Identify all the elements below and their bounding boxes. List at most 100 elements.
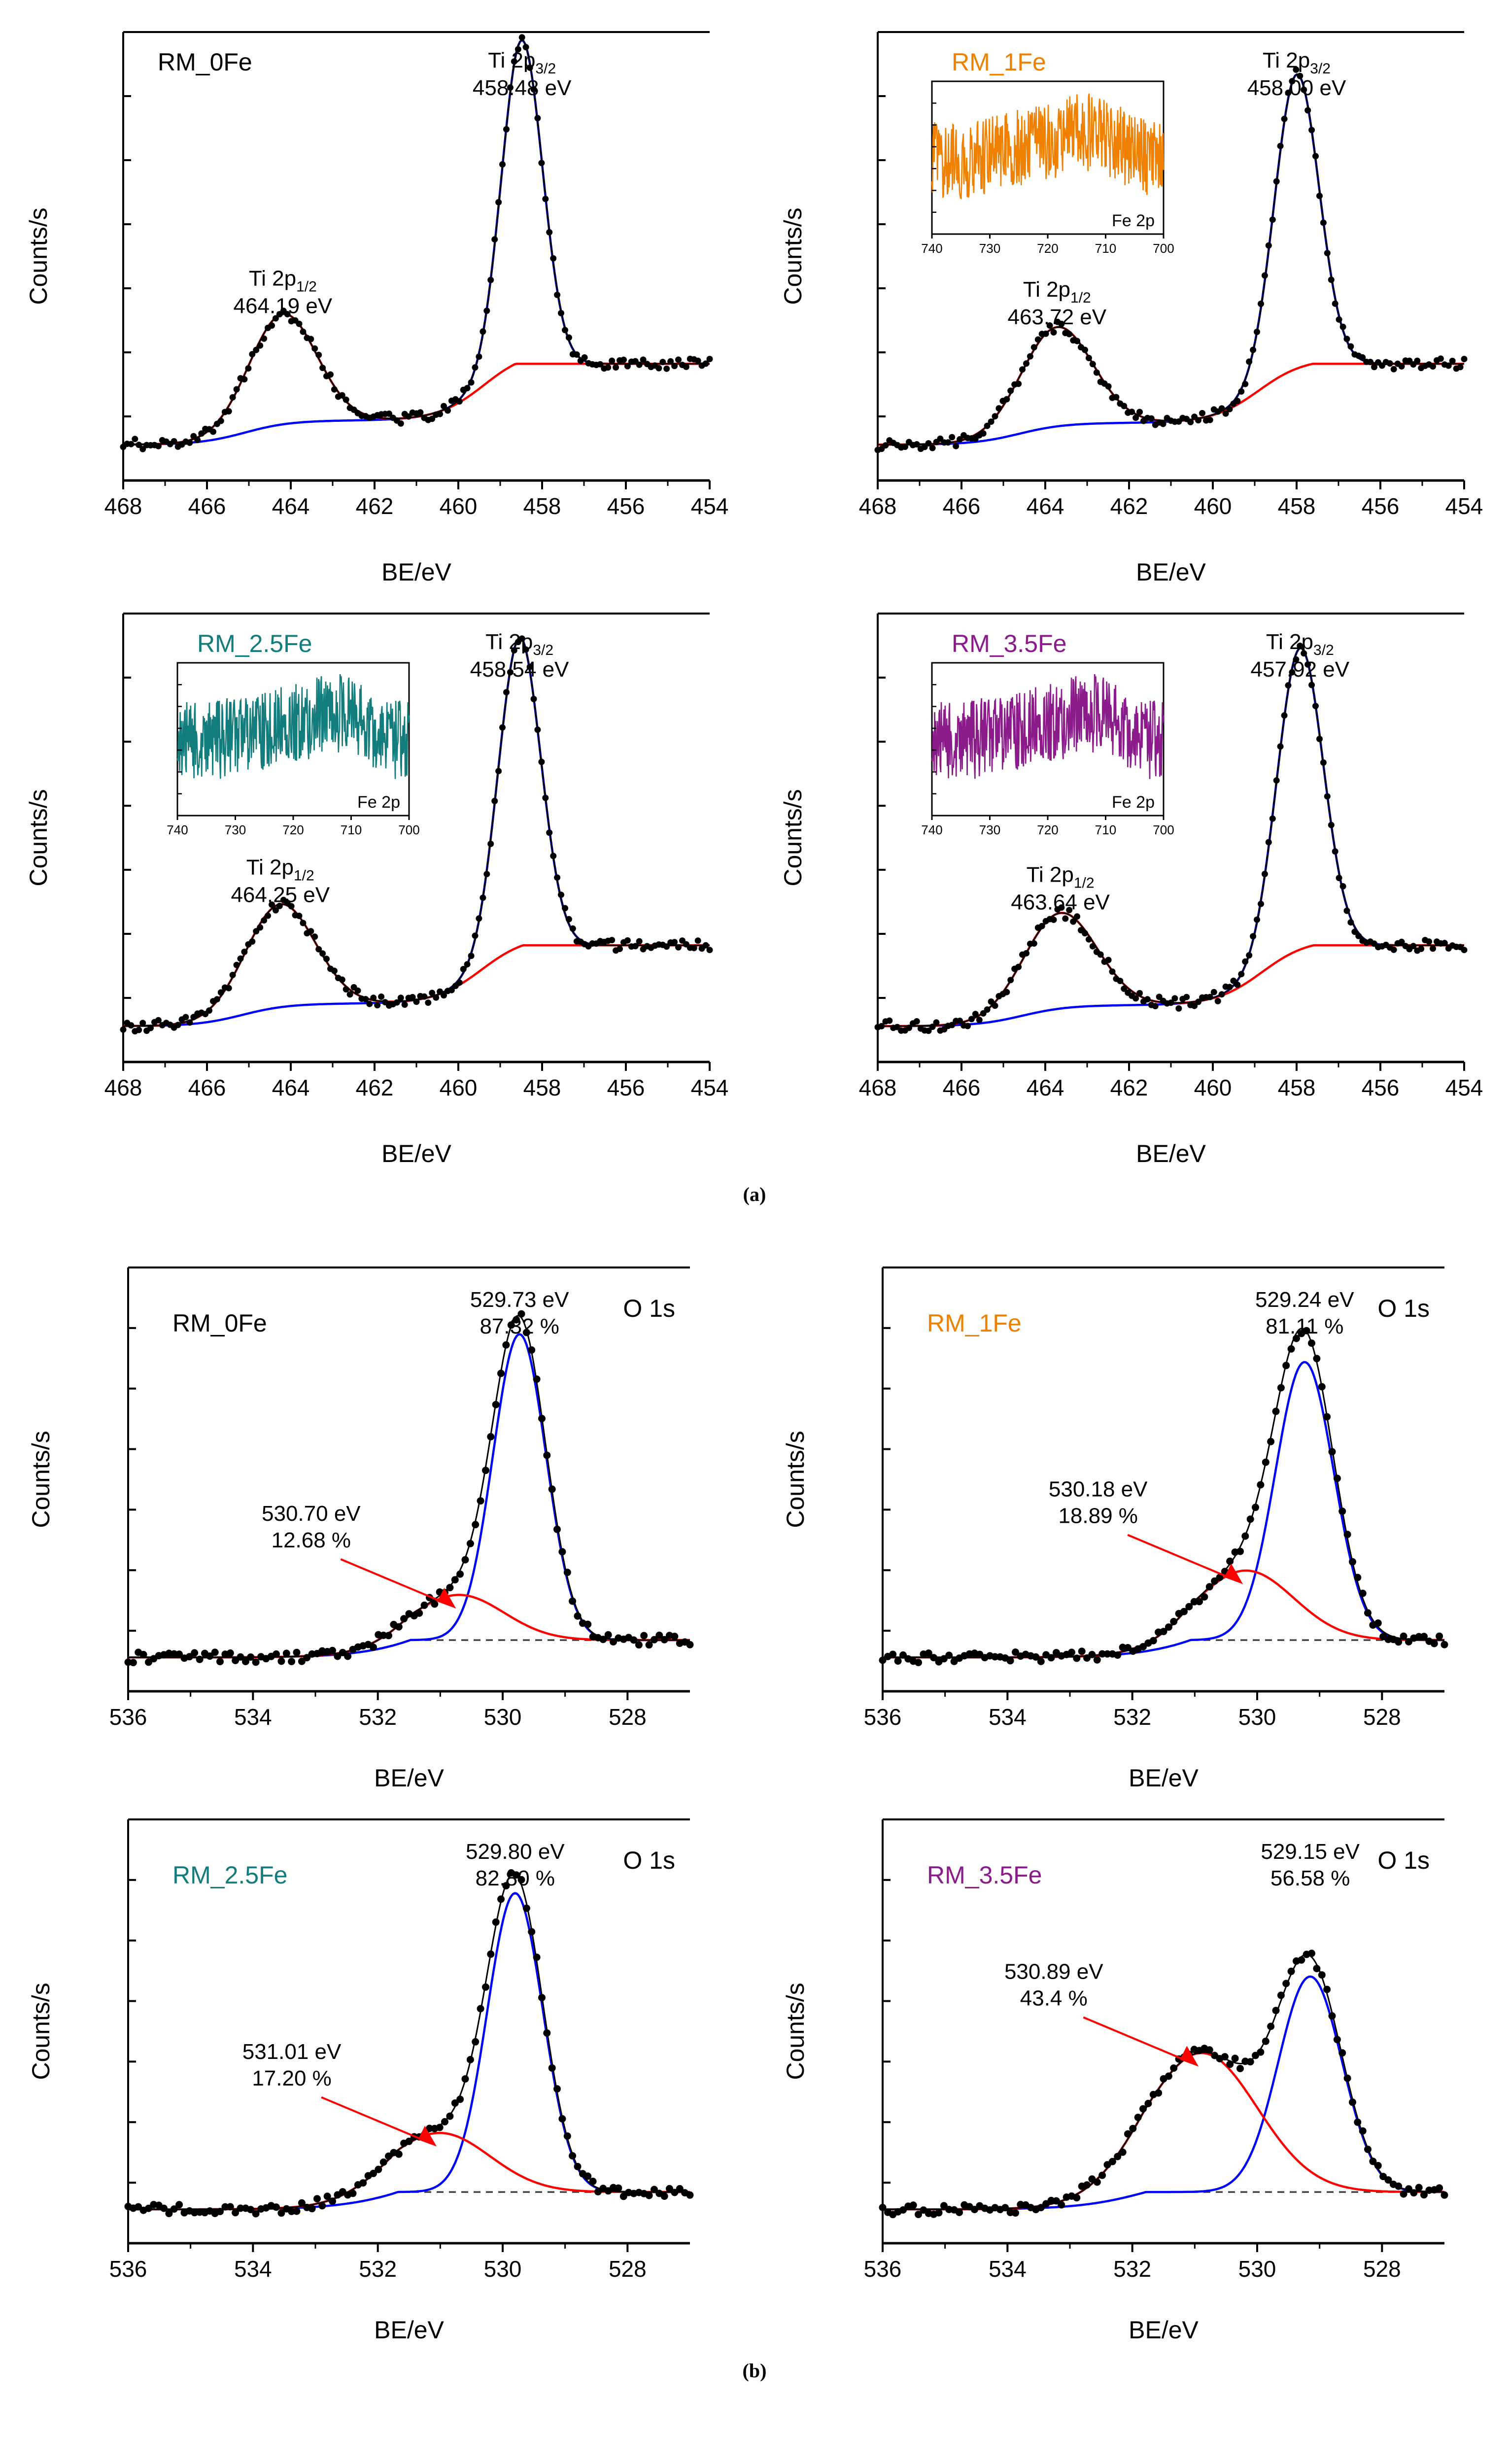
annotation-line2: 17.20 %	[252, 2066, 331, 2090]
data-point	[624, 363, 631, 370]
data-point	[617, 357, 623, 364]
data-point	[1216, 1574, 1224, 1581]
data-point	[492, 1918, 500, 1926]
data-point	[1027, 353, 1033, 360]
data-point	[1293, 1335, 1300, 1342]
data-point	[698, 362, 705, 369]
x-tick-label: 530	[484, 1704, 522, 1730]
data-point	[1287, 1345, 1295, 1353]
data-point	[233, 961, 240, 968]
data-point	[679, 937, 686, 944]
data-point	[247, 1653, 255, 1661]
x-tick-label: 534	[234, 1704, 272, 1730]
curve	[123, 39, 710, 445]
data-point	[953, 1018, 960, 1025]
data-point	[120, 444, 127, 450]
data-point	[1461, 356, 1468, 362]
data-point	[1097, 378, 1104, 385]
data-point	[180, 2209, 188, 2217]
annotation-line1: Ti 2p1/2	[249, 267, 317, 295]
data-point	[1017, 1652, 1025, 1660]
data-point	[1364, 2146, 1372, 2153]
data-point	[1242, 958, 1249, 965]
data-point	[1277, 1384, 1285, 1392]
data-point	[409, 409, 416, 416]
data-point	[1078, 2182, 1086, 2190]
data-point	[882, 1018, 889, 1025]
data-point	[257, 1653, 265, 1661]
data-point	[315, 351, 322, 358]
data-point	[518, 34, 525, 41]
data-point	[1267, 1437, 1275, 1445]
data-point	[385, 2152, 392, 2160]
data-point	[487, 1433, 495, 1440]
data-point	[1282, 1362, 1290, 1369]
data-point	[1132, 414, 1139, 421]
data-point	[534, 115, 541, 122]
region-label: O 1s	[1377, 1295, 1430, 1322]
data-point	[1121, 985, 1128, 992]
data-point	[1155, 1628, 1163, 1636]
data-point	[495, 768, 502, 775]
data-point	[1165, 1623, 1172, 1631]
curve	[123, 38, 710, 446]
data-point	[323, 2192, 331, 2200]
data-point	[319, 365, 326, 371]
data-point	[1214, 998, 1221, 1004]
data-point	[988, 418, 995, 425]
x-tick-label: 458	[1278, 1075, 1316, 1100]
data-point	[628, 358, 635, 365]
data-point	[917, 1025, 924, 1032]
data-point	[1354, 1574, 1362, 1581]
data-point	[451, 1576, 459, 1584]
annotation-arrowhead	[418, 2125, 437, 2147]
data-point	[460, 966, 467, 972]
data-point	[1222, 983, 1229, 990]
data-point	[492, 1401, 500, 1408]
inset-fe2p-trace	[931, 674, 1165, 779]
data-point	[1347, 343, 1354, 350]
annotation-line1: 530.89 eV	[1004, 1960, 1103, 1984]
data-point	[1113, 975, 1120, 982]
data-point	[358, 995, 365, 1002]
data-point	[1160, 997, 1166, 1004]
data-point	[1129, 2124, 1137, 2132]
curve	[128, 1315, 690, 1658]
annotation-subscript: 3/2	[1313, 642, 1334, 658]
data-point	[293, 1648, 301, 1656]
inset-fe2p-trace	[931, 93, 1165, 200]
data-point	[1230, 977, 1237, 984]
data-point	[211, 1648, 219, 1656]
data-point	[390, 1621, 398, 1628]
data-point	[1343, 907, 1350, 914]
data-point	[558, 2115, 566, 2122]
data-point	[366, 1000, 373, 1007]
data-point	[1316, 736, 1323, 742]
data-point	[1338, 2049, 1346, 2057]
data-point	[198, 430, 205, 437]
data-point	[1328, 821, 1335, 828]
data-point	[604, 1631, 612, 1639]
data-point	[425, 999, 432, 1006]
data-point	[1109, 394, 1116, 401]
x-axis-title: BE/eV	[374, 2316, 444, 2344]
data-point	[562, 327, 568, 334]
data-point	[503, 689, 510, 696]
data-point	[277, 1657, 285, 1665]
annotation-line2: 463.64 eV	[1011, 890, 1110, 914]
data-point	[522, 646, 529, 653]
data-point	[514, 46, 521, 53]
data-point	[562, 905, 568, 912]
data-point	[1078, 344, 1084, 351]
curve	[123, 944, 710, 1027]
data-point	[1230, 400, 1237, 407]
data-point	[968, 1016, 975, 1023]
x-tick-label: 528	[1363, 2256, 1401, 2282]
data-point	[1281, 115, 1288, 122]
data-point	[186, 1019, 193, 1026]
data-point	[1364, 1609, 1372, 1617]
curve	[883, 1975, 1444, 2211]
data-point	[364, 2172, 372, 2180]
data-point	[1293, 656, 1300, 663]
